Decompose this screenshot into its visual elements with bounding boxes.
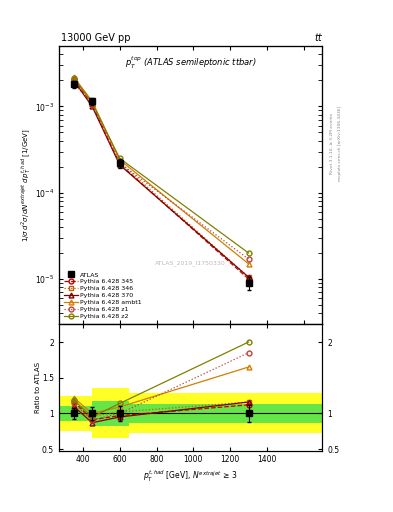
Pythia 6.428 z1 xyxy=(118,160,122,166)
Pythia 6.428 z1 xyxy=(246,256,251,262)
Legend: ATLAS, Pythia 6.428 345, Pythia 6.428 346, Pythia 6.428 370, Pythia 6.428 ambt1,: ATLAS, Pythia 6.428 345, Pythia 6.428 34… xyxy=(62,270,144,321)
Pythia 6.428 346 xyxy=(118,159,122,165)
Pythia 6.428 z2 xyxy=(71,75,76,81)
Pythia 6.428 z1 xyxy=(90,101,94,108)
Pythia 6.428 346 xyxy=(71,80,76,87)
Pythia 6.428 345 xyxy=(246,276,251,282)
Pythia 6.428 z2 xyxy=(90,100,94,106)
Pythia 6.428 z2 xyxy=(246,250,251,256)
Pythia 6.428 370 xyxy=(246,274,251,280)
Text: mcplots.cern.ch [arXiv:1306.3436]: mcplots.cern.ch [arXiv:1306.3436] xyxy=(338,106,342,181)
Y-axis label: $1/\sigma\, d^2\sigma/\, dN^{extra jet}\, d\, p_T^{t,had}$ [1/GeV]: $1/\sigma\, d^2\sigma/\, dN^{extra jet}\… xyxy=(20,128,33,242)
Pythia 6.428 ambt1 xyxy=(246,261,251,267)
Pythia 6.428 346 xyxy=(246,274,251,280)
Y-axis label: Ratio to ATLAS: Ratio to ATLAS xyxy=(35,362,40,413)
Line: Pythia 6.428 370: Pythia 6.428 370 xyxy=(71,78,251,280)
Line: Pythia 6.428 ambt1: Pythia 6.428 ambt1 xyxy=(71,74,251,266)
Text: $p_T^{top}$ (ATLAS semileptonic ttbar): $p_T^{top}$ (ATLAS semileptonic ttbar) xyxy=(125,54,257,71)
Pythia 6.428 z2 xyxy=(118,155,122,161)
Pythia 6.428 ambt1 xyxy=(90,98,94,104)
Line: Pythia 6.428 z1: Pythia 6.428 z1 xyxy=(71,77,251,262)
Text: Rivet 3.1.10, ≥ 3.2M events: Rivet 3.1.10, ≥ 3.2M events xyxy=(330,113,334,174)
Pythia 6.428 345 xyxy=(118,161,122,167)
Text: 13000 GeV pp: 13000 GeV pp xyxy=(61,33,130,44)
Pythia 6.428 370 xyxy=(118,162,122,168)
Pythia 6.428 345 xyxy=(90,101,94,108)
Line: Pythia 6.428 346: Pythia 6.428 346 xyxy=(71,81,251,280)
Text: ATLAS_2019_I1750330: ATLAS_2019_I1750330 xyxy=(155,260,226,266)
Pythia 6.428 370 xyxy=(90,103,94,110)
Pythia 6.428 370 xyxy=(71,77,76,83)
Line: Pythia 6.428 345: Pythia 6.428 345 xyxy=(71,76,251,282)
Pythia 6.428 345 xyxy=(71,76,76,82)
Pythia 6.428 ambt1 xyxy=(71,74,76,80)
Pythia 6.428 346 xyxy=(90,100,94,106)
Pythia 6.428 z1 xyxy=(71,76,76,82)
X-axis label: $p_T^{t,had}$ [GeV], $N^{extra jet}$ ≥ 3: $p_T^{t,had}$ [GeV], $N^{extra jet}$ ≥ 3 xyxy=(143,468,238,484)
Text: tt: tt xyxy=(314,33,322,44)
Line: Pythia 6.428 z2: Pythia 6.428 z2 xyxy=(71,75,251,255)
Pythia 6.428 ambt1 xyxy=(118,157,122,163)
